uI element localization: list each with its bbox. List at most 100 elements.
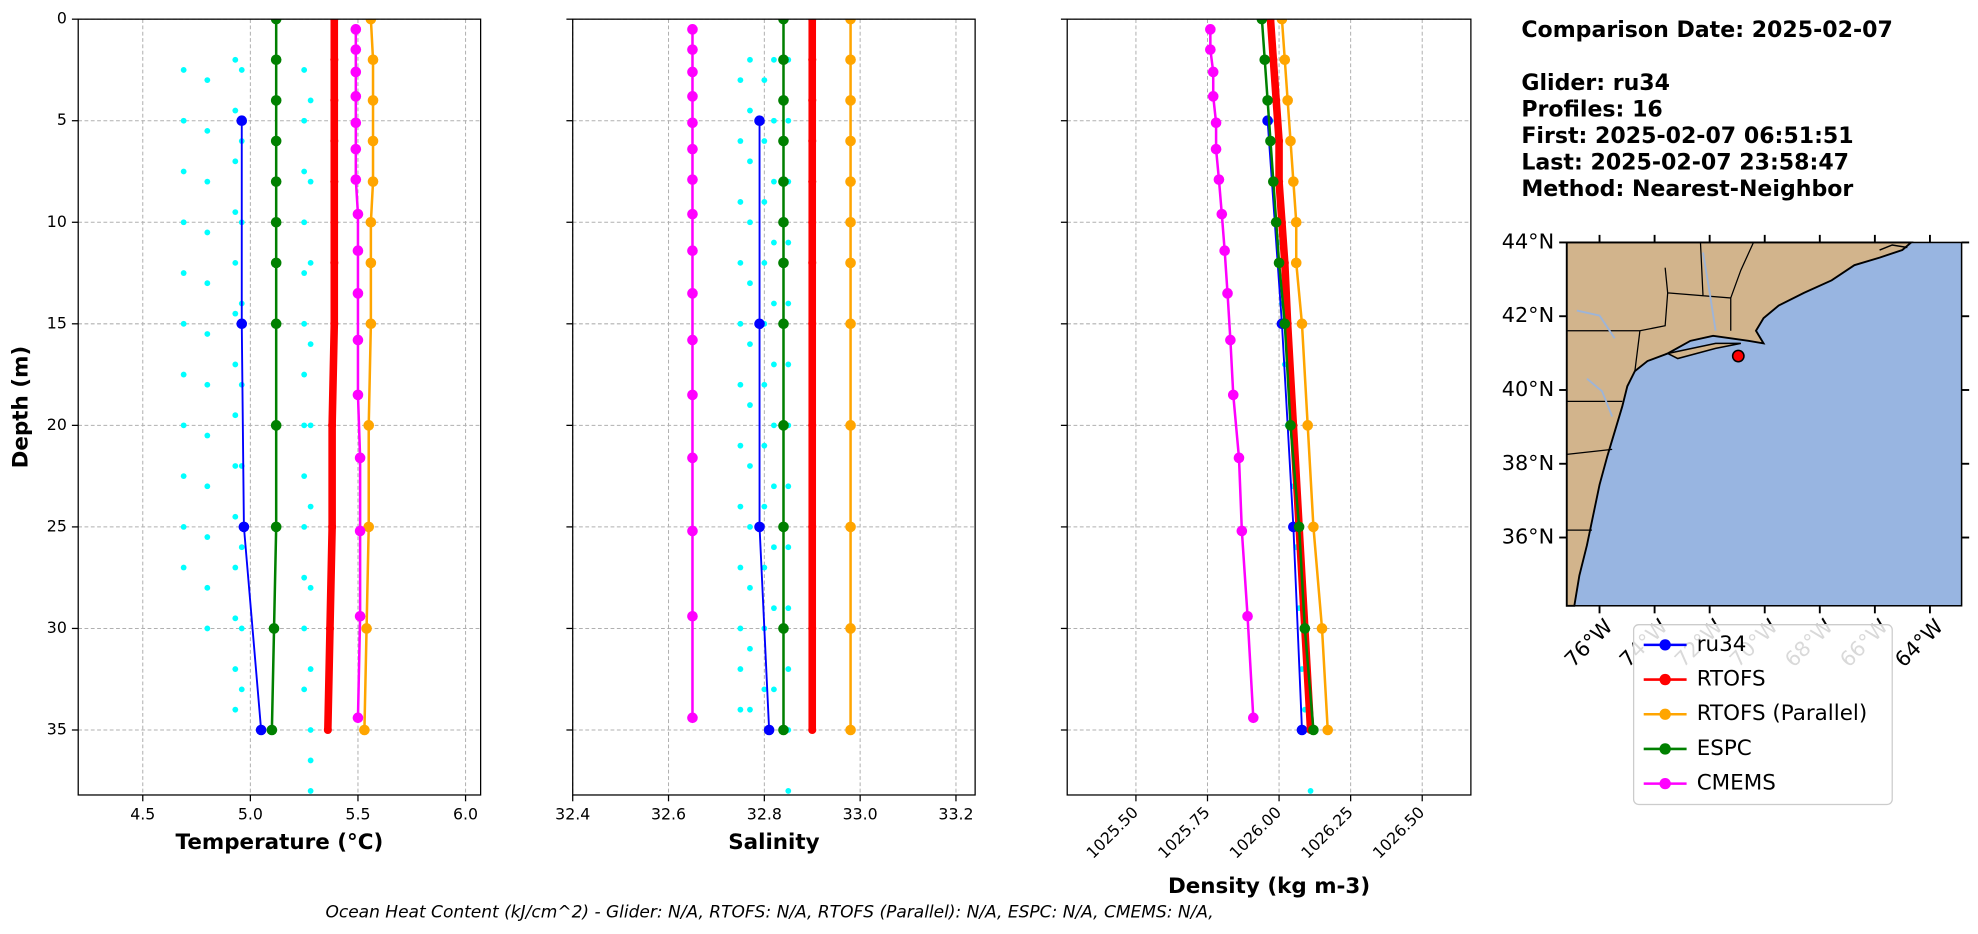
series-line xyxy=(270,19,278,731)
data-point xyxy=(1233,452,1245,464)
x-tick-label: 5.5 xyxy=(345,805,370,824)
data-point xyxy=(778,54,789,66)
data-point xyxy=(778,135,789,147)
data-point xyxy=(808,218,817,227)
data-point xyxy=(808,19,817,24)
data-point xyxy=(761,503,768,510)
data-point xyxy=(845,420,856,431)
data-point xyxy=(204,584,211,591)
data-point xyxy=(1210,143,1222,155)
data-point xyxy=(350,174,362,185)
data-point xyxy=(1273,257,1285,269)
data-point xyxy=(204,625,211,632)
x-axis-label: Temperature (°C) xyxy=(176,830,384,855)
data-point xyxy=(771,56,777,63)
data-point xyxy=(785,483,792,490)
data-point xyxy=(845,19,856,25)
data-point xyxy=(330,55,339,64)
data-point xyxy=(1222,288,1233,299)
data-point xyxy=(180,422,187,429)
data-point xyxy=(301,473,308,480)
y-tick-label: 15 xyxy=(47,313,67,332)
data-point xyxy=(1242,610,1253,622)
data-point xyxy=(180,117,187,124)
data-point xyxy=(771,422,777,429)
data-point xyxy=(1308,521,1319,533)
land xyxy=(1565,241,1914,607)
data-point xyxy=(232,564,239,571)
data-point xyxy=(270,521,282,533)
x-axis-label: Density (kg m-3) xyxy=(1168,874,1370,899)
data-point xyxy=(737,666,744,672)
data-point xyxy=(771,239,777,246)
data-point xyxy=(1279,318,1291,330)
data-point xyxy=(232,513,239,520)
data-point xyxy=(771,178,777,185)
data-point xyxy=(350,44,362,55)
data-point xyxy=(325,624,335,633)
legend-label: ESPC xyxy=(1697,736,1752,761)
data-point xyxy=(808,421,817,430)
data-point xyxy=(737,381,744,388)
legend-label: ru34 xyxy=(1697,632,1747,657)
data-point xyxy=(761,564,768,571)
data-point xyxy=(1210,117,1222,129)
data-point xyxy=(232,463,239,469)
data-point xyxy=(1308,724,1319,736)
y-tick-label: 25 xyxy=(47,516,67,535)
data-point xyxy=(232,412,239,419)
data-point xyxy=(270,176,282,187)
data-point xyxy=(236,318,248,330)
data-point xyxy=(737,564,744,571)
data-point xyxy=(307,584,314,591)
data-point xyxy=(301,625,308,632)
data-point xyxy=(180,320,187,327)
data-point xyxy=(754,115,765,127)
data-point xyxy=(1275,136,1284,146)
data-point xyxy=(687,117,698,129)
data-point xyxy=(785,117,792,124)
data-point xyxy=(307,503,314,510)
data-point xyxy=(330,96,339,105)
data-point xyxy=(350,66,362,78)
data-point xyxy=(761,381,768,388)
info-line: Last: 2025-02-07 23:58:47 xyxy=(1521,150,1849,175)
y-tick-label: 38°N xyxy=(1502,451,1554,475)
info-line: First: 2025-02-07 06:51:51 xyxy=(1521,124,1853,149)
data-point xyxy=(204,432,211,439)
data-point xyxy=(1322,724,1334,736)
data-point xyxy=(808,96,817,105)
data-point xyxy=(359,724,370,736)
data-point xyxy=(1272,96,1281,105)
data-point xyxy=(1259,54,1271,66)
data-point xyxy=(204,381,211,388)
data-point xyxy=(330,218,339,227)
data-point xyxy=(687,712,698,724)
data-point xyxy=(204,178,211,185)
data-point xyxy=(1266,19,1275,24)
data-point xyxy=(754,521,765,533)
data-point xyxy=(180,219,187,226)
series-line xyxy=(1260,19,1315,731)
data-point xyxy=(737,706,744,713)
data-point xyxy=(785,544,792,551)
data-point xyxy=(367,54,379,66)
data-point xyxy=(307,259,314,266)
data-point xyxy=(737,77,744,84)
plot-area xyxy=(687,19,856,794)
data-point xyxy=(747,56,753,63)
data-point xyxy=(270,135,282,147)
data-point xyxy=(687,452,698,464)
data-point xyxy=(255,724,267,736)
data-point xyxy=(232,107,239,114)
data-point xyxy=(778,420,789,431)
data-point xyxy=(204,534,211,540)
data-point xyxy=(330,19,339,24)
data-point xyxy=(307,727,314,733)
coast xyxy=(1879,244,1908,251)
data-point xyxy=(761,442,768,449)
data-point xyxy=(1307,788,1314,794)
data-point xyxy=(367,176,379,187)
data-point xyxy=(204,483,211,490)
data-point xyxy=(737,259,744,266)
